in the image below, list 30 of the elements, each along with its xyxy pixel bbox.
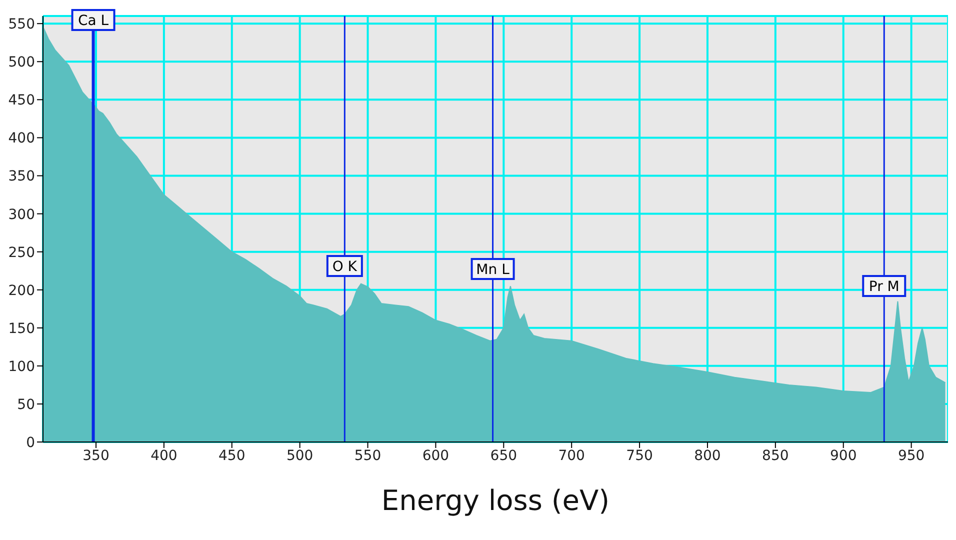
y-tick-label: 300 <box>8 206 35 223</box>
x-tick-label: 550 <box>354 448 382 464</box>
y-tick-label: 500 <box>8 54 35 71</box>
y-tick-label: 50 <box>17 396 35 413</box>
x-tick-label: 900 <box>830 448 857 464</box>
y-tick-label: 0 <box>26 434 35 451</box>
y-tick-label: 250 <box>8 244 35 261</box>
ref-line-label: Pr M <box>868 279 900 295</box>
x-tick-label: 500 <box>286 448 314 464</box>
y-tick-label: 350 <box>8 168 35 185</box>
ref-line-label: Ca L <box>78 13 109 29</box>
x-tick-label: 600 <box>422 448 450 464</box>
y-tick-label: 150 <box>8 320 35 337</box>
x-tick-label: 400 <box>150 448 178 464</box>
ref-line-label: O K <box>332 259 358 275</box>
x-tick-label: 850 <box>762 448 789 464</box>
x-tick-label: 650 <box>490 448 518 464</box>
ref-line-label: Mn L <box>476 262 510 278</box>
x-tick-label: 950 <box>898 448 925 464</box>
x-axis-title: Energy loss (eV) <box>381 484 610 517</box>
y-tick-label: 100 <box>8 358 35 375</box>
y-tick-label: 550 <box>8 16 35 33</box>
y-tick-label: 450 <box>8 92 35 109</box>
y-tick-label: 400 <box>8 130 35 147</box>
y-tick-label: 200 <box>8 282 35 299</box>
x-tick-label: 800 <box>694 448 721 464</box>
x-tick-label: 350 <box>82 448 110 464</box>
x-tick-label: 450 <box>218 448 246 464</box>
x-tick-label: 700 <box>558 448 585 464</box>
x-tick-label: 750 <box>626 448 653 464</box>
